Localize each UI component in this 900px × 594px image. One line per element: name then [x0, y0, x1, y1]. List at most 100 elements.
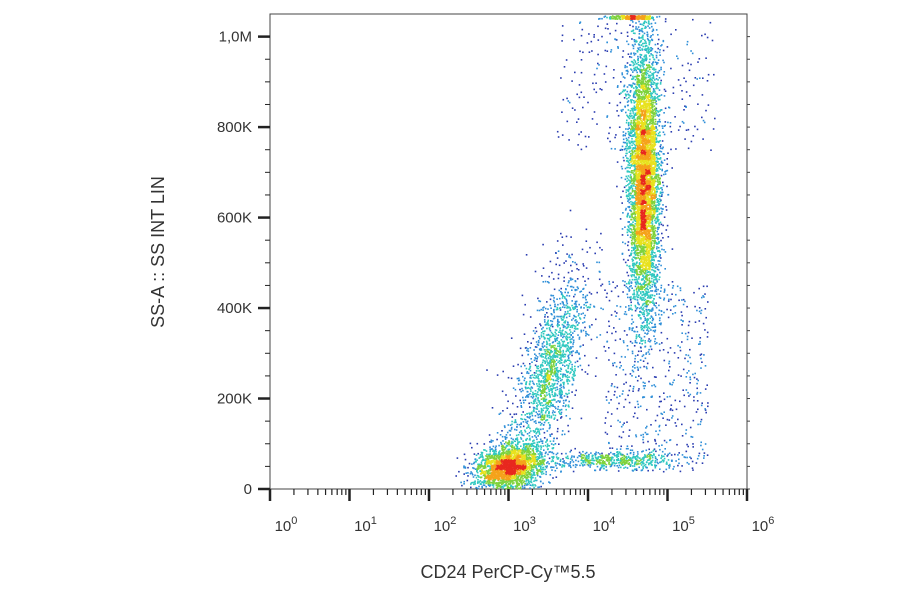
event-point — [498, 457, 500, 459]
event-point — [584, 354, 586, 357]
event-point — [638, 290, 640, 292]
event-point — [528, 460, 530, 463]
event-point — [535, 346, 538, 348]
event-point — [549, 325, 552, 327]
event-point — [639, 66, 642, 68]
event-point — [563, 402, 565, 404]
scatter-points — [455, 15, 716, 490]
event-point — [539, 452, 541, 454]
event-point — [625, 155, 627, 157]
event-point — [551, 433, 553, 435]
event-point — [628, 309, 630, 311]
event-point — [484, 480, 486, 483]
event-point — [487, 483, 489, 485]
event-point — [526, 461, 529, 463]
event-point — [628, 221, 630, 223]
event-point — [557, 369, 559, 372]
event-point — [558, 340, 560, 343]
event-point — [498, 466, 500, 469]
event-point — [536, 441, 539, 444]
event-point — [536, 358, 538, 360]
event-point — [635, 287, 638, 290]
event-point — [643, 122, 646, 125]
event-point — [561, 433, 563, 436]
event-point — [525, 469, 527, 472]
event-point — [527, 453, 529, 456]
event-point — [539, 366, 542, 369]
event-point — [548, 377, 551, 380]
event-point — [523, 471, 526, 473]
event-point — [531, 374, 534, 376]
event-point — [634, 233, 636, 236]
event-point — [558, 353, 560, 356]
event-point — [556, 368, 558, 371]
event-point — [565, 408, 567, 411]
event-point — [534, 390, 537, 392]
event-point — [574, 369, 576, 372]
event-point — [489, 469, 492, 471]
event-point — [517, 460, 519, 463]
event-point — [650, 84, 652, 86]
event-point — [555, 372, 557, 375]
event-point — [659, 157, 662, 159]
event-point — [640, 64, 642, 67]
event-point — [659, 182, 661, 185]
event-point — [496, 466, 499, 468]
event-point — [547, 362, 549, 364]
event-point — [573, 314, 575, 317]
event-point — [617, 114, 620, 117]
event-point — [643, 246, 645, 248]
event-point — [641, 235, 643, 238]
event-point — [569, 417, 571, 420]
event-point — [659, 98, 661, 101]
event-point — [631, 85, 633, 87]
event-point — [631, 153, 634, 156]
event-point — [627, 195, 630, 197]
event-point — [494, 464, 496, 467]
event-point — [499, 467, 502, 469]
event-point — [561, 391, 563, 393]
event-point — [624, 226, 626, 228]
event-point — [574, 365, 576, 368]
event-point — [566, 379, 568, 381]
event-point — [541, 416, 543, 419]
event-point — [548, 457, 551, 460]
event-point — [562, 399, 565, 402]
event-point — [541, 386, 544, 388]
event-point — [645, 265, 647, 268]
event-point — [624, 64, 627, 67]
event-point — [548, 445, 551, 447]
event-point — [546, 380, 548, 382]
event-point — [543, 379, 545, 382]
event-point — [506, 485, 509, 488]
event-point — [550, 320, 552, 322]
event-point — [536, 402, 538, 404]
event-point — [495, 450, 497, 453]
event-point — [543, 368, 545, 370]
event-point — [508, 471, 511, 474]
event-point — [653, 278, 655, 281]
event-point — [556, 394, 559, 397]
event-point — [552, 356, 554, 358]
event-point — [518, 465, 520, 467]
event-point — [549, 405, 551, 408]
event-point — [519, 474, 521, 477]
event-point — [554, 443, 557, 445]
event-point — [488, 461, 491, 463]
event-point — [529, 463, 531, 465]
event-point — [503, 460, 505, 463]
event-point — [518, 482, 521, 485]
event-point — [562, 356, 565, 358]
event-point — [515, 421, 517, 424]
event-point — [653, 111, 655, 114]
event-point — [513, 469, 516, 471]
event-point — [511, 446, 514, 449]
event-point — [481, 455, 484, 458]
event-point — [639, 225, 642, 227]
event-point — [553, 418, 555, 420]
event-point — [497, 469, 500, 471]
event-point — [501, 444, 504, 447]
event-point — [514, 456, 517, 459]
event-point — [519, 456, 522, 458]
